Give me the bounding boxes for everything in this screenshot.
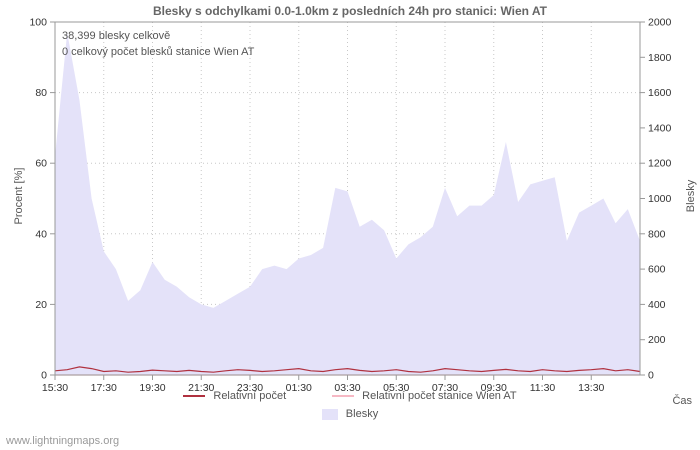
svg-text:1800: 1800 [648, 52, 672, 64]
legend-row-area: Blesky [321, 408, 379, 420]
svg-text:800: 800 [648, 228, 666, 240]
svg-text:09:30: 09:30 [481, 382, 507, 394]
svg-text:0: 0 [648, 370, 654, 382]
svg-text:15:30: 15:30 [42, 382, 68, 394]
svg-text:23:30: 23:30 [237, 382, 263, 394]
svg-text:17:30: 17:30 [91, 382, 117, 394]
legend-label: Relativní počet [213, 390, 287, 402]
svg-text:2000: 2000 [648, 17, 672, 29]
svg-text:1000: 1000 [648, 193, 672, 205]
svg-text:1400: 1400 [648, 122, 672, 134]
area-series [55, 32, 640, 375]
chart-legend: Relativní počet Relativní počet stanice … [0, 390, 700, 420]
chart-title: Blesky s odchylkami 0.0-1.0km z poslední… [152, 4, 547, 18]
svg-text:01:30: 01:30 [286, 382, 312, 394]
svg-text:60: 60 [35, 158, 47, 170]
station-line-swatch [332, 395, 355, 397]
left-axis-title: Procent [%] [13, 167, 25, 225]
x-axis-title: Čas [672, 395, 692, 407]
legend-item-blesky: Blesky [321, 408, 379, 420]
svg-text:400: 400 [648, 299, 666, 311]
svg-text:1200: 1200 [648, 158, 672, 170]
svg-text:07:30: 07:30 [432, 382, 458, 394]
svg-text:20: 20 [35, 299, 47, 311]
svg-text:200: 200 [648, 334, 666, 346]
legend-item-relative: Relativní počet [183, 390, 286, 402]
svg-text:100: 100 [29, 17, 47, 29]
svg-text:03:30: 03:30 [334, 382, 360, 394]
svg-text:80: 80 [35, 87, 47, 99]
svg-text:05:30: 05:30 [383, 382, 409, 394]
svg-text:19:30: 19:30 [139, 382, 165, 394]
legend-label: Relativní počet stanice Wien AT [362, 390, 517, 402]
line-series [54, 366, 641, 373]
axes-layer: 0204060801000200400600800100012001400160… [29, 17, 671, 395]
svg-text:1600: 1600 [648, 87, 672, 99]
watermark-url: www.lightningmaps.org [6, 435, 120, 447]
series-layer [54, 32, 641, 376]
svg-text:11:30: 11:30 [530, 382, 556, 394]
legend-label: Blesky [345, 408, 379, 420]
svg-text:0: 0 [41, 370, 47, 382]
svg-text:13:30: 13:30 [578, 382, 604, 394]
svg-text:40: 40 [35, 228, 47, 240]
blesky-area-swatch [321, 408, 338, 420]
right-axis-title: Blesky [685, 179, 697, 213]
svg-text:21:30: 21:30 [188, 382, 214, 394]
legend-row-lines: Relativní počet Relativní počet stanice … [183, 390, 517, 402]
relative-line-swatch [183, 395, 206, 397]
station-total-annotation: 0 celkový počet blesků stanice Wien AT [62, 46, 255, 58]
legend-item-station: Relativní počet stanice Wien AT [332, 390, 517, 402]
total-strikes-annotation: 38,399 blesky celkově [62, 30, 171, 42]
svg-text:600: 600 [648, 264, 666, 276]
